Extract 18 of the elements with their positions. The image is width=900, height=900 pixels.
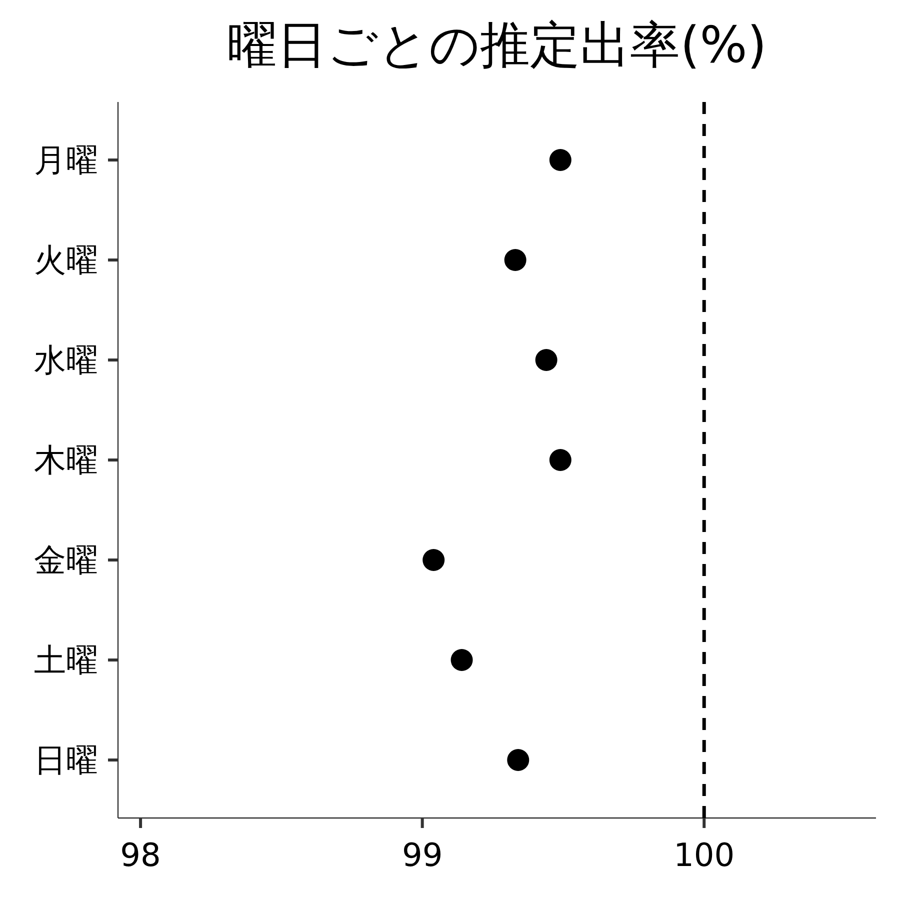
x-tick-label: 100 [674,836,735,874]
y-tick-label: 日曜 [34,741,98,780]
point [422,549,445,571]
point [549,149,572,171]
x-tick-label: 99 [402,836,443,874]
y-tick-label: 金曜 [34,541,98,580]
y-tick-label: 月曜 [34,141,98,180]
point [450,649,473,671]
y-tick-label: 木曜 [34,441,98,480]
point [504,249,526,271]
chart-title: 曜日ごとの推定出率(%) [227,16,767,74]
y-tick-label: 火曜 [34,241,98,280]
point [507,749,530,771]
x-tick-label: 98 [120,836,161,874]
point [549,449,572,471]
point [535,349,558,371]
y-tick-label: 水曜 [34,341,98,380]
y-tick-label: 土曜 [34,641,98,680]
